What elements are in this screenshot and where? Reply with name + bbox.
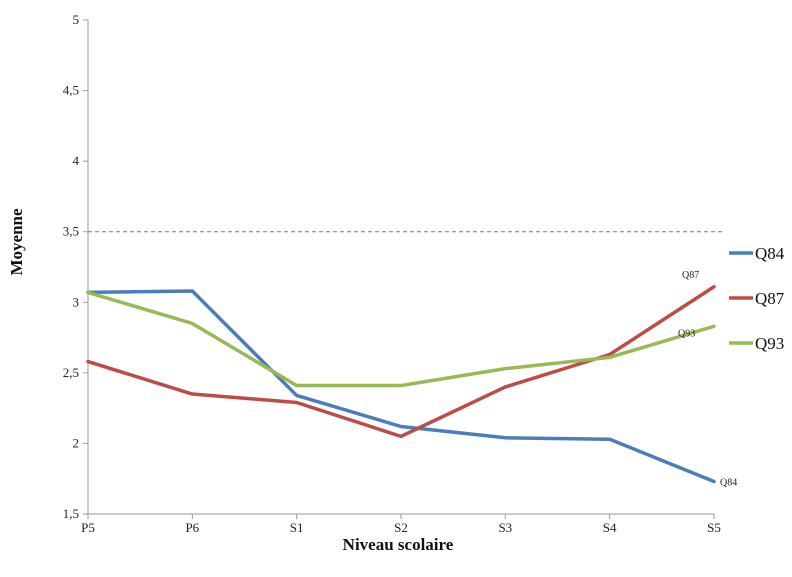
x-tick-label: S1 <box>290 520 304 535</box>
legend: Q84 Q87 Q93 <box>729 244 785 353</box>
end-labels: Q84 Q87 Q93 <box>678 270 737 489</box>
y-tick-label: 2 <box>73 435 80 450</box>
y-tick-label: 3,5 <box>63 224 79 239</box>
series-lines <box>86 285 716 484</box>
end-label-q93: Q93 <box>678 328 695 339</box>
x-tick-label: S3 <box>498 520 512 535</box>
y-tick-label: 5 <box>73 12 80 27</box>
x-tick-label: P6 <box>185 520 199 535</box>
y-axis: 1,5 2 2,5 3 3,5 4 4,5 5 <box>63 12 89 521</box>
y-tick-label: 4 <box>73 153 80 168</box>
legend-label-q93: Q93 <box>755 334 784 353</box>
legend-label-q84: Q84 <box>755 244 785 263</box>
series-line-q93 <box>86 290 716 388</box>
y-tick-label: 3 <box>73 294 80 309</box>
x-tick-label: P5 <box>81 520 95 535</box>
x-axis: P5 P6 S1 S2 S3 S4 S5 <box>81 513 721 535</box>
end-label-q87: Q87 <box>682 270 699 281</box>
legend-label-q87: Q87 <box>755 289 785 308</box>
y-tick-label: 4,5 <box>63 83 79 98</box>
y-tick-label: 2,5 <box>63 365 79 380</box>
y-tick-label: 1,5 <box>63 506 79 521</box>
x-tick-label: S5 <box>707 520 721 535</box>
y-axis-title: Moyenne <box>7 208 26 276</box>
x-axis-title: Niveau scolaire <box>343 535 454 554</box>
x-tick-label: S4 <box>603 520 617 535</box>
x-tick-label: S2 <box>394 520 408 535</box>
end-label-q84: Q84 <box>720 478 737 489</box>
series-line-q84 <box>86 289 716 484</box>
series-line-q87 <box>86 285 716 439</box>
